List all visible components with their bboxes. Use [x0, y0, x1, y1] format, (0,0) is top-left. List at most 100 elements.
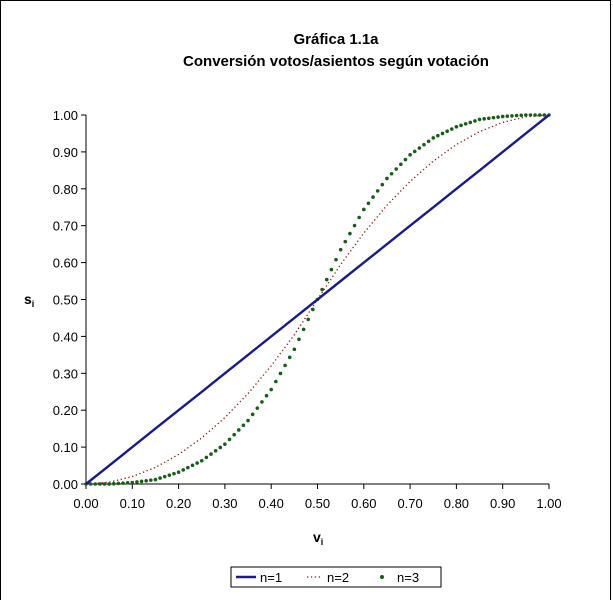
series-n3-point	[204, 455, 209, 460]
series-n3-point	[338, 247, 343, 252]
x-tick-label: 0.60	[351, 496, 376, 511]
chart-title-line2: Conversión votos/asientos según votación	[183, 53, 489, 70]
series-n3-point	[172, 471, 176, 476]
y-tick-label: 0.20	[53, 403, 78, 418]
series-n3-point	[533, 113, 537, 117]
series-n3-point	[320, 287, 324, 292]
series-n3-point	[324, 277, 329, 282]
x-axis-title: vi	[313, 529, 323, 547]
series-n3-point	[431, 136, 436, 140]
y-axis-title: si	[24, 291, 34, 309]
series-n3-point	[269, 387, 274, 392]
y-tick-label: 0.60	[53, 256, 78, 271]
series-n3-point	[301, 327, 306, 332]
series-n3-point	[297, 337, 301, 342]
series-n3-point	[213, 448, 218, 453]
series-n3-point	[445, 129, 449, 134]
y-tick-label: 0.30	[53, 366, 78, 381]
series-n3-point	[260, 400, 264, 404]
series-n3-point	[287, 355, 292, 360]
series-n3-point	[417, 146, 422, 150]
series-n3-point	[449, 127, 454, 131]
series-n3-point	[278, 371, 283, 376]
series-n3-point	[366, 201, 371, 206]
series-n3-point	[385, 176, 389, 181]
series-n3-point	[394, 167, 399, 171]
legend-label-n2: n=2	[327, 570, 349, 585]
legend-label-n3: n=3	[397, 570, 419, 585]
series-n3-point	[98, 482, 102, 486]
series-n3-point	[403, 157, 408, 162]
series-n3-point	[371, 195, 375, 199]
series-n3-point	[311, 307, 315, 312]
y-tick-label: 0.50	[53, 293, 78, 308]
series-n3-point	[468, 120, 473, 125]
series-n3-point	[167, 473, 172, 477]
series-n3-point	[399, 162, 403, 167]
series-n3-point	[542, 113, 547, 117]
x-tick-label: 0.90	[490, 496, 515, 511]
series-n3-point	[107, 482, 111, 486]
series-n3-point	[348, 231, 352, 236]
series-n3-point	[436, 133, 440, 138]
y-axis-title-sub: i	[32, 299, 35, 309]
series-n3-point	[426, 139, 431, 144]
legend: n=1 n=2 n=3	[230, 566, 442, 588]
series-n3-point	[139, 479, 144, 484]
series-n3-point	[482, 117, 486, 121]
series-n3-point	[283, 363, 287, 368]
series-n3-point	[264, 393, 269, 398]
series-n3-point	[232, 432, 236, 437]
y-tick-label: 0.00	[53, 477, 78, 492]
series-n3-point	[505, 114, 510, 118]
series-n3-point	[510, 114, 514, 118]
series-n3-point	[306, 317, 311, 322]
y-tick-label: 0.90	[53, 145, 78, 160]
series-n3-point	[241, 423, 246, 428]
series-n3-point	[357, 215, 361, 220]
plot-area: 0.00 0.10 0.20 0.30 0.40 0.50 0.60 0.70 0.80 0.90…	[53, 108, 562, 511]
series-n3-point	[190, 463, 195, 468]
x-axis-title-sub: i	[321, 537, 324, 547]
series-n3-point	[125, 481, 130, 485]
series-n3-point	[537, 113, 542, 117]
series-n3-point	[487, 116, 491, 121]
legend-label-n1: n=1	[260, 570, 282, 585]
series-n3-point	[181, 468, 186, 472]
series-n3-point	[292, 347, 297, 352]
x-tick-label: 1.00	[536, 496, 561, 511]
y-tick-label: 0.10	[53, 440, 78, 455]
series-n3-point	[88, 482, 93, 486]
y-tick-label: 0.80	[53, 182, 78, 197]
series-n3-point	[329, 267, 334, 272]
series-n3-point	[218, 445, 223, 450]
series-n3-point	[135, 480, 139, 484]
y-tick-label: 0.40	[53, 329, 78, 344]
series-n3-point	[463, 122, 468, 126]
series-n3-point	[491, 115, 496, 120]
series-n3-point	[496, 115, 500, 119]
series-n3-point	[454, 125, 459, 129]
series-n3-point	[343, 239, 348, 244]
x-tick-label: 0.10	[120, 496, 145, 511]
series-n3-point	[473, 119, 477, 123]
series-n3-point	[176, 470, 181, 474]
series-n3-point	[130, 480, 135, 485]
series-n3-point	[250, 412, 255, 417]
series-n3-point	[524, 113, 528, 117]
x-tick-label: 0.00	[73, 496, 98, 511]
y-axis-title-main: s	[24, 291, 32, 307]
series-n3-point	[158, 476, 162, 480]
series-n3-point	[528, 113, 533, 117]
series-n3-point	[477, 117, 482, 122]
x-tick-label: 0.30	[212, 496, 237, 511]
series-n3-point	[500, 114, 505, 119]
series-n3-point	[408, 153, 412, 157]
series-n3-point	[111, 481, 116, 486]
series-n3-point	[199, 458, 204, 463]
series-n3-point	[375, 189, 380, 193]
series-n3-point	[153, 477, 158, 482]
series-n3-point	[195, 461, 199, 465]
